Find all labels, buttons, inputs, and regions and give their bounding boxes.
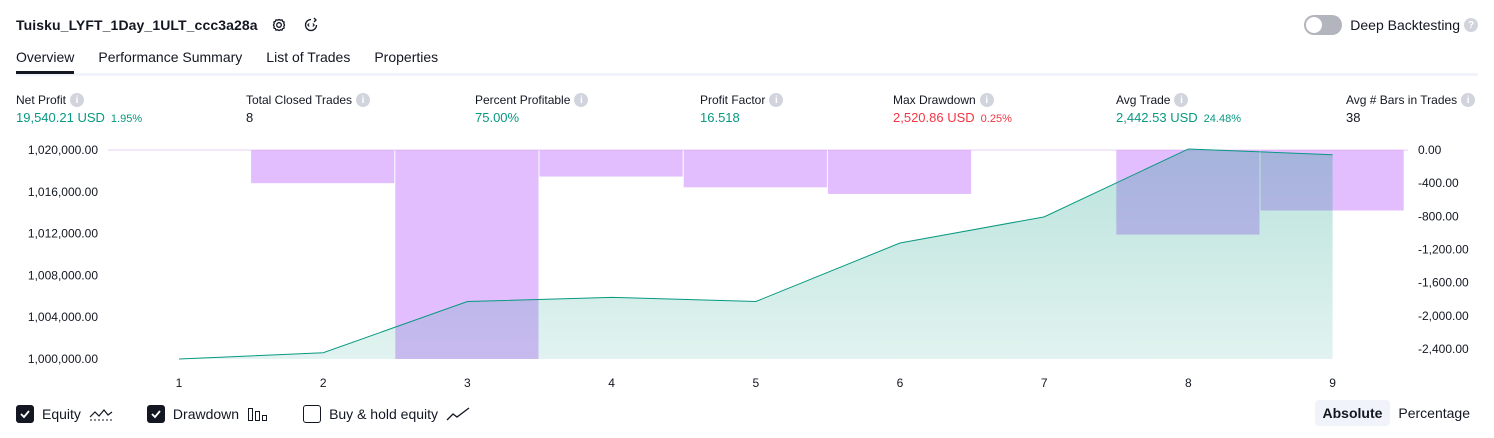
deep-backtesting-label: Deep Backtesting — [1350, 17, 1460, 33]
percentage-button[interactable]: Percentage — [1398, 405, 1470, 421]
stat-percent: 0.25% — [980, 113, 1012, 125]
stat-label: Total Closed Trades — [246, 93, 353, 107]
legend-label: Equity — [42, 406, 81, 422]
drawdown-bar — [827, 150, 972, 194]
stat-percent-profitable: Percent Profitable i 75.00% — [475, 93, 589, 125]
left-axis-tick: 1,012,000.00 — [28, 227, 98, 241]
stat-value: 19,540.21 USD — [16, 110, 105, 125]
legend-drawdown[interactable]: Drawdown — [146, 405, 269, 423]
tab-list-of-trades[interactable]: List of Trades — [266, 49, 351, 65]
x-axis-tick: 7 — [1041, 376, 1048, 390]
equity-checkbox[interactable] — [16, 405, 34, 423]
x-axis-tick: 6 — [897, 376, 904, 390]
stat-value: 2,520.86 USD — [893, 110, 975, 125]
x-axis-tick: 8 — [1185, 376, 1192, 390]
right-axis-tick: -1,200.00 — [1418, 242, 1469, 256]
x-axis-tick: 9 — [1329, 376, 1336, 390]
equity-line — [178, 148, 1333, 360]
stat-label: Percent Profitable — [475, 93, 571, 107]
right-axis-tick: -2,400.00 — [1418, 342, 1469, 356]
left-axis-tick: 1,008,000.00 — [28, 268, 98, 282]
stat-avg-bars-in-trades: Avg # Bars in Trades i 38 — [1346, 93, 1476, 125]
strategy-title: Tuisku_LYFT_1Day_1ULT_ccc3a28a — [16, 17, 258, 33]
x-axis-tick: 5 — [752, 376, 759, 390]
scale-mode-toggle: Absolute Percentage — [1314, 400, 1479, 426]
info-icon[interactable]: i — [356, 93, 371, 107]
tab-overview[interactable]: Overview — [16, 46, 75, 74]
right-axis-tick: -2,000.00 — [1418, 309, 1469, 323]
stat-value: 38 — [1346, 110, 1361, 125]
stat-avg-trade: Avg Trade i 2,442.53 USD 24.48% — [1116, 93, 1241, 125]
drawdown-checkbox[interactable] — [146, 405, 165, 423]
tab-bar: Overview Performance Summary List of Tra… — [16, 46, 1478, 76]
tab-performance-summary[interactable]: Performance Summary — [98, 49, 243, 65]
info-icon[interactable]: i — [979, 93, 994, 107]
x-axis-tick: 3 — [464, 376, 471, 390]
settings-icon[interactable] — [268, 14, 290, 36]
legend-label: Drawdown — [172, 406, 240, 422]
stat-label: Avg Trade — [1116, 93, 1171, 107]
trend-line-icon — [446, 406, 470, 422]
buy-hold-checkbox[interactable] — [303, 405, 322, 423]
stat-percent: 1.95% — [110, 113, 143, 125]
stat-label: Profit Factor — [700, 93, 766, 107]
strategy-header: Tuisku_LYFT_1Day_1ULT_ccc3a28a Deep Back… — [16, 12, 1478, 38]
deep-backtesting-control: Deep Backtesting ? — [1304, 12, 1478, 38]
equity-drawdown-chart[interactable]: 1,000,000.00 1,004,000.00 1,008,000.00 1,01… — [0, 140, 1494, 392]
x-axis-tick: 1 — [176, 376, 183, 390]
stat-profit-factor: Profit Factor i 16.518 — [700, 93, 784, 125]
info-icon[interactable]: i — [574, 93, 589, 107]
stat-value: 16.518 — [700, 110, 740, 125]
left-axis-tick: 1,020,000.00 — [28, 143, 98, 157]
info-icon[interactable]: i — [1174, 93, 1189, 107]
left-axis-tick: 1,016,000.00 — [28, 185, 98, 199]
drawdown-bar — [683, 150, 827, 188]
bar-chart-icon — [247, 406, 269, 422]
drawdown-bar — [251, 150, 395, 184]
equity-area — [179, 148, 1333, 359]
right-axis-tick: -1,600.00 — [1418, 276, 1469, 290]
x-axis-tick: 2 — [320, 376, 327, 390]
chart-legend: Equity Drawdown Buy & hold equity Absolu… — [16, 400, 1478, 428]
absolute-button[interactable]: Absolute — [1314, 400, 1391, 426]
right-axis-tick: 0.00 — [1418, 143, 1442, 157]
x-axis-tick: 4 — [608, 376, 615, 390]
stat-max-drawdown: Max Drawdown i 2,520.86 USD 0.25% — [893, 93, 1012, 125]
legend-buy-hold-equity[interactable]: Buy & hold equity — [303, 405, 470, 423]
legend-equity[interactable]: Equity — [16, 405, 113, 423]
source-code-icon[interactable] — [300, 14, 322, 36]
info-icon[interactable]: i — [1461, 93, 1476, 107]
line-chart-icon — [89, 406, 113, 422]
stat-net-profit: Net Profit i 19,540.21 USD 1.95% — [16, 93, 142, 125]
stat-value: 75.00% — [475, 110, 520, 125]
info-icon[interactable]: i — [769, 93, 784, 107]
stat-total-closed-trades: Total Closed Trades i 8 — [246, 93, 371, 125]
left-axis-tick: 1,004,000.00 — [28, 310, 98, 324]
stat-label: Avg # Bars in Trades — [1346, 93, 1458, 107]
right-axis-tick: -800.00 — [1418, 209, 1459, 223]
stat-value: 8 — [246, 110, 254, 125]
help-icon[interactable]: ? — [1464, 18, 1478, 32]
stats-row: Net Profit i 19,540.21 USD 1.95% Total Clo… — [16, 93, 1478, 133]
tab-properties[interactable]: Properties — [374, 49, 439, 65]
stat-percent: 24.48% — [1203, 113, 1241, 125]
deep-backtesting-toggle[interactable] — [1304, 15, 1343, 35]
drawdown-bar — [539, 150, 683, 177]
left-axis-tick: 1,000,000.00 — [28, 352, 98, 366]
stat-value: 2,442.53 USD — [1116, 110, 1198, 125]
info-icon[interactable]: i — [70, 93, 85, 107]
right-axis-tick: -400.00 — [1418, 176, 1459, 190]
stat-label: Max Drawdown — [893, 93, 976, 107]
legend-label: Buy & hold equity — [329, 406, 439, 422]
stat-label: Net Profit — [16, 93, 67, 107]
